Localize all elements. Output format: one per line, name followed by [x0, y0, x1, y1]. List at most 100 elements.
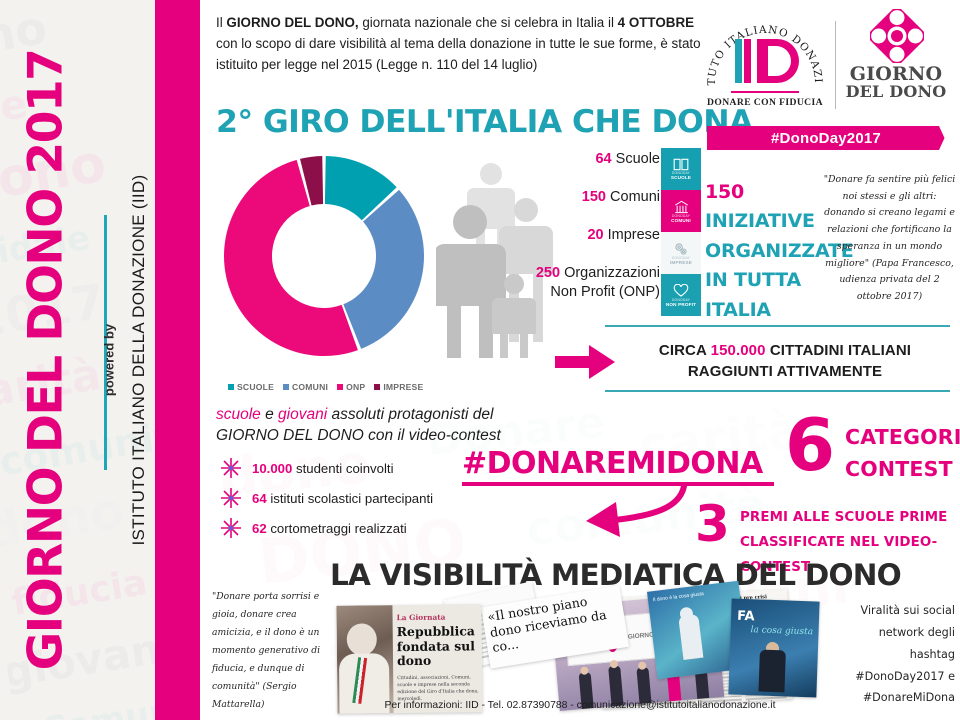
scuole-giovani-line: scuole e giovani assoluti protagonisti d…: [216, 405, 516, 446]
tv2-subtitle: la cosa giusta: [750, 625, 814, 638]
mattarella-quote-attribution: (Sergio Mattarella): [212, 680, 297, 710]
social-line5: #DonareMiDona: [862, 691, 955, 705]
stat-item: 150 Comuni: [480, 188, 660, 206]
bullet-label: studenti coinvolti: [292, 460, 394, 476]
donaremidona-text: #DONAREMIDONA: [462, 446, 763, 481]
icon-tile-non-profit: DONODAY NON PROFIT: [661, 274, 701, 316]
pink-accent-bar: [155, 0, 200, 720]
icon-tiles: DONODAY SCUOLE DONODAY COMUNI DONODAY IMPRESE…: [661, 148, 701, 316]
social-line1: Viralità sui social: [860, 604, 955, 617]
legend-swatch: [337, 384, 344, 390]
categorie-labels: CATEGORIE CONTEST: [845, 422, 960, 486]
stat-item: 20 Imprese: [480, 226, 660, 244]
sidebar-title-text: GIORNO DEL DONO 2017: [18, 49, 74, 671]
chart-legend: SCUOLE COMUNI ONP IMPRESE: [228, 382, 428, 392]
logo-separator: [835, 21, 836, 109]
press-clipping-tv2: FA la cosa giusta: [728, 598, 820, 698]
scuole-rest: assoluti protagonisti del: [327, 406, 494, 423]
iniziative-line2: ORGANIZZATE: [705, 239, 854, 262]
premi-number: 3: [695, 495, 730, 553]
iniziative-word: INIZIATIVE: [705, 210, 815, 233]
legend-label: ONP: [346, 382, 366, 392]
iniziative-line3: IN TUTTA ITALIA: [705, 269, 801, 321]
sidebar-title: GIORNO DEL DONO 2017: [10, 0, 82, 720]
legend-item-imprese: IMPRESE: [374, 382, 423, 392]
legend-item-scuole: SCUOLE: [228, 382, 274, 392]
bullet-row: 64 istituti scolastici partecipanti: [220, 487, 433, 509]
divider-bottom: [605, 390, 950, 392]
legend-label: COMUNI: [292, 382, 329, 392]
bullet-row: 10.000 studenti coinvolti: [220, 457, 394, 479]
circa-number: 150.000: [710, 342, 766, 359]
footer-contact: Per informazioni: IID - Tel. 02.87390788…: [384, 700, 776, 711]
legend-item-onp: ONP: [337, 382, 365, 392]
powered-by-text: powered by: [101, 323, 117, 397]
donut-chart: SCUOLE COMUNI ONP IMPRESE: [214, 152, 434, 412]
intro-prefix: Il: [216, 15, 227, 30]
circa-post: CITTADINI ITALIANI: [765, 342, 912, 359]
circa-block: CIRCA 150.000 CITTADINI ITALIANI RAGGIUN…: [620, 340, 950, 382]
asterisk-icon: [221, 488, 241, 508]
social-virality-note: Viralità sui social network degli hashta…: [825, 600, 955, 709]
iniziative-number: 150: [705, 181, 745, 203]
sidebar: dono civile dono solidale 2017 carità co…: [0, 0, 155, 720]
clip-news-photo: [336, 605, 394, 714]
mattarella-quote-text: "Donare porta sorrisi e gioia, donare cr…: [212, 591, 321, 692]
clip-news-text: La Giornata Repubblica fondata sul dono …: [397, 612, 480, 703]
tile-top-label: DONODAY: [671, 171, 691, 175]
press-clipping-repubblica: La Giornata Repubblica fondata sul dono …: [336, 604, 483, 714]
categorie-line2: CONTEST: [845, 456, 953, 481]
stage-person: [636, 667, 652, 705]
bullet-number: 10.000: [252, 460, 293, 476]
asterisk-icon: [221, 458, 241, 478]
stats-list: 64 Scuole 150 Comuni 20 Imprese 250 Organiz…: [480, 150, 660, 307]
arrow-right-icon: [555, 345, 615, 379]
mattarella-quote: "Donare porta sorrisi e gioia, donare cr…: [212, 588, 327, 714]
premi-line1: PREMI ALLE SCUOLE PRIME: [740, 510, 948, 525]
gdd-line2: DEL DONO: [845, 82, 947, 102]
pope-quote-attribution: (Papa Francesco, udienza privata del 2 o…: [839, 257, 954, 303]
intro-mid-1: giornata nazionale che si celebra in Ita…: [358, 15, 618, 30]
giro-title: 2° GIRO DELL'ITALIA CHE DONA: [216, 104, 753, 140]
icon-tile-imprese: DONODAY IMPRESE: [661, 232, 701, 274]
asterisk-icon: [221, 518, 241, 538]
stat-label: Imprese: [607, 227, 660, 244]
tv2-fa-text: FA: [736, 608, 755, 625]
building-icon: [674, 200, 689, 214]
stat-number: 20: [587, 227, 604, 244]
tile-label: NON PROFIT: [665, 301, 697, 307]
legend-swatch: [283, 384, 290, 390]
bullet-number: 64: [252, 490, 267, 506]
legend-item-comuni: COMUNI: [283, 382, 328, 392]
gdd-wordmark: GIORNO DEL DONO: [844, 64, 948, 102]
bullet-number: 62: [252, 520, 267, 536]
tile-label: IMPRESE: [669, 259, 693, 265]
circa-pre: CIRCA: [658, 342, 711, 359]
legend-label: SCUOLE: [237, 382, 275, 392]
scuole-em2: giovani: [278, 406, 328, 423]
stat-number: 250: [535, 265, 561, 282]
stat-number: 64: [595, 151, 612, 167]
stat-item: 64 Scuole: [480, 150, 660, 168]
bullet-text: 10.000 studenti coinvolti: [252, 461, 394, 476]
tv1-caption: Il dono è la cosa giusta: [652, 591, 705, 604]
categorie-line1: CATEGORIE: [845, 425, 960, 449]
legend-swatch: [374, 384, 381, 390]
tile-top-label: DONODAY: [671, 213, 691, 218]
intro-tail: , è stato istituito per legge nel 2015 (…: [216, 36, 701, 73]
circa-line2: RAGGIUNTI ATTIVAMENTE: [687, 363, 883, 380]
powered-by: powered by: [96, 0, 122, 720]
tile-top-label: DONODAY: [671, 297, 691, 302]
curved-arrow-icon: [586, 484, 687, 537]
scuole-mid: e: [260, 406, 279, 423]
hashtag-banner: #DonoDay2017: [707, 126, 945, 150]
bullet-text: 64 istituti scolastici partecipanti: [252, 491, 433, 506]
stat-item: 250 Organizzazioni Non Profit (ONP): [480, 264, 660, 300]
donut-slices: [224, 156, 424, 356]
intro-bold-2: 4 OTTOBRE: [617, 15, 695, 30]
stat-label: Organizzazioni: [564, 265, 660, 282]
clip-news-photo-head: [346, 623, 377, 656]
scuole-line2: GIORNO DEL DONO con il video-contest: [216, 426, 501, 444]
scuole-em1: scuole: [216, 406, 261, 423]
